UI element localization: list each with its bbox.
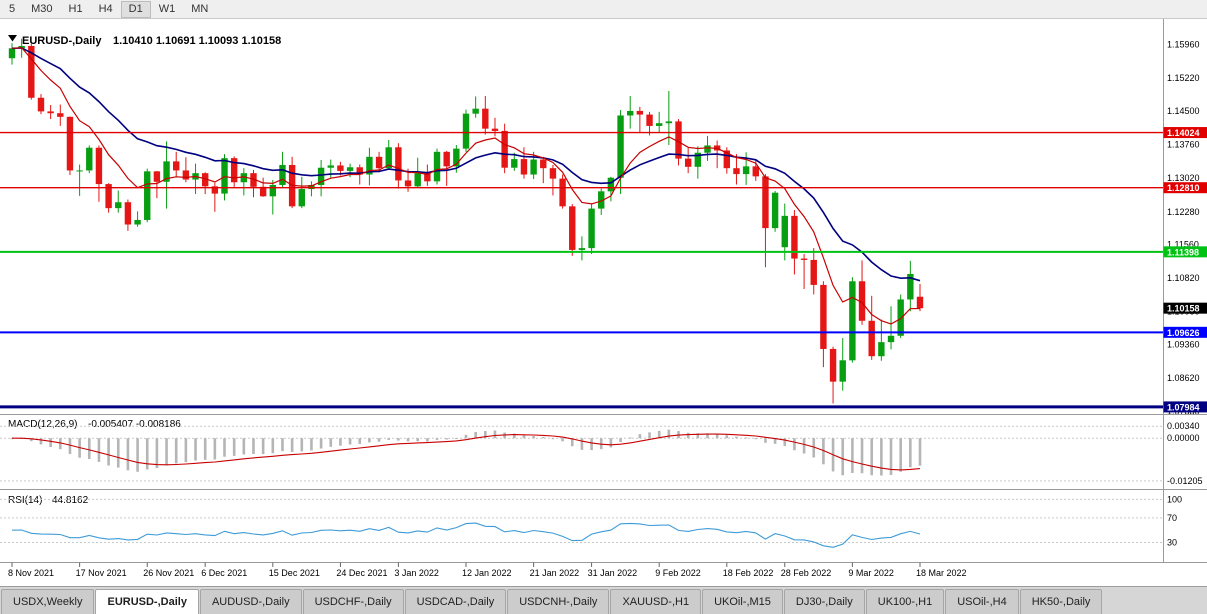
current-price-badge: 1.10158 — [1163, 302, 1207, 314]
chart-tab-usdcnh-daily[interactable]: USDCNH-,Daily — [507, 589, 610, 614]
macd-indicator-label: MACD(12,26,9) — [8, 419, 77, 430]
macd-axis-label: 0.00340 — [1167, 421, 1200, 431]
date-axis-label: 18 Mar 2022 — [916, 568, 967, 578]
price-axis-label: 1.08620 — [1167, 373, 1200, 383]
chart-tab-usdchf-daily[interactable]: USDCHF-,Daily — [302, 589, 404, 614]
chart-tab-xauusd-h1[interactable]: XAUUSD-,H1 — [610, 589, 702, 614]
date-axis-label: 31 Jan 2022 — [588, 568, 638, 578]
date-axis-label: 28 Feb 2022 — [781, 568, 832, 578]
date-axis[interactable]: 8 Nov 2021 17 Nov 2021 26 Nov 2021 6 Dec 20… — [8, 562, 967, 579]
chart-tab-usdx-weekly[interactable]: USDX,Weekly — [1, 589, 95, 614]
timeframe-button-m30[interactable]: M30 — [31, 2, 53, 15]
price-axis-label: 1.12280 — [1167, 207, 1200, 217]
chart-tab-usoil-h4[interactable]: USOil-,H4 — [945, 589, 1019, 614]
rsi-indicator-label: RSI(14) — [8, 495, 42, 506]
rsi-axis-label: 100 — [1167, 494, 1182, 504]
macd-indicator-values: -0.005407 -0.008186 — [88, 419, 181, 430]
chart-tab-ukoil-m15[interactable]: UKOil-,M15 — [702, 589, 783, 614]
svg-text:1.11398: 1.11398 — [1167, 247, 1199, 257]
rsi-axis-label: 70 — [1167, 513, 1177, 523]
chart-tab-eurusd-daily[interactable]: EURUSD-,Daily — [95, 589, 199, 614]
price-axis-label: 1.13760 — [1167, 140, 1200, 150]
price-axis-label: 1.13020 — [1167, 173, 1200, 183]
macd-panel[interactable]: 0.00340 0.00000 -0.01205 — [0, 421, 1203, 486]
chart-tab-audusd-daily[interactable]: AUDUSD-,Daily — [199, 589, 302, 614]
chart-tab-uk100-h1[interactable]: UK100-,H1 — [865, 589, 945, 614]
candles-layer — [8, 38, 924, 404]
timeframe-button-mn[interactable]: MN — [191, 2, 209, 15]
svg-text:1.14024: 1.14024 — [1167, 128, 1200, 138]
date-axis-label: 15 Dec 2021 — [269, 568, 320, 578]
svg-text:1.07984: 1.07984 — [1167, 402, 1200, 412]
date-axis-label: 24 Dec 2021 — [336, 568, 387, 578]
date-axis-label: 12 Jan 2022 — [462, 568, 512, 578]
price-badge-1.11398: 1.11398 — [1163, 246, 1207, 258]
chart-tab-dj30-daily[interactable]: DJ30-,Daily — [783, 589, 865, 614]
price-badge-1.07984: 1.07984 — [1163, 401, 1207, 413]
chart-menu-arrow-icon[interactable] — [8, 35, 17, 42]
timeframe-button-d1[interactable]: D1 — [120, 0, 151, 18]
timeframe-toolbar: 5 M30 H1 H4 D1 W1 MN — [0, 0, 1207, 19]
date-axis-label: 6 Dec 2021 — [201, 568, 247, 578]
main-price-panel[interactable] — [0, 38, 1163, 409]
svg-text:1.12810: 1.12810 — [1167, 183, 1200, 193]
price-badge-1.09626: 1.09626 — [1163, 326, 1207, 338]
price-axis-label: 1.10820 — [1167, 273, 1200, 283]
date-axis-label: 18 Feb 2022 — [723, 568, 774, 578]
svg-text:1.09626: 1.09626 — [1167, 328, 1200, 338]
macd-axis-label: 0.00000 — [1167, 433, 1200, 443]
date-axis-label: 9 Mar 2022 — [848, 568, 894, 578]
date-axis-label: 17 Nov 2021 — [76, 568, 127, 578]
price-axis-label: 1.14500 — [1167, 106, 1200, 116]
chart-ohlc-values: 1.10410 1.10691 1.10093 1.10158 — [113, 35, 281, 47]
chart-area[interactable]: EURUSD-,Daily 1.10410 1.10691 1.10093 1.… — [0, 19, 1207, 586]
macd-axis-label: -0.01205 — [1167, 476, 1203, 486]
price-badge-1.12810: 1.12810 — [1163, 182, 1207, 194]
timeframe-button-h1[interactable]: H1 — [68, 2, 83, 15]
date-axis-label: 26 Nov 2021 — [143, 568, 194, 578]
chart-symbol-label: EURUSD-,Daily — [22, 35, 102, 47]
rsi-axis-label: 30 — [1167, 538, 1177, 548]
moving-averages-layer — [11, 47, 921, 325]
timeframe-button-w1[interactable]: W1 — [158, 2, 176, 15]
date-axis-label: 8 Nov 2021 — [8, 568, 54, 578]
price-axis-label: 1.15220 — [1167, 73, 1200, 83]
chart-tab-usdcad-daily[interactable]: USDCAD-,Daily — [404, 589, 507, 614]
price-axis[interactable]: 1.15960 1.15220 1.14500 1.13760 1.13020 1.122… — [1163, 19, 1207, 563]
timeframe-button-h4[interactable]: H4 — [98, 2, 113, 15]
date-axis-label: 9 Feb 2022 — [655, 568, 701, 578]
price-axis-label: 1.15960 — [1167, 40, 1200, 50]
chart-tabs-bar: USDX,Weekly EURUSD-,Daily AUDUSD-,Daily USD… — [0, 586, 1207, 614]
chart-tab-hk50-daily[interactable]: HK50-,Daily — [1019, 589, 1103, 614]
date-axis-label: 21 Jan 2022 — [530, 568, 580, 578]
rsi-panel[interactable]: 100 70 30 — [0, 494, 1182, 548]
svg-text:1.10158: 1.10158 — [1167, 304, 1200, 314]
price-badge-1.14024: 1.14024 — [1163, 127, 1207, 139]
rsi-indicator-value: 44.8162 — [52, 495, 89, 506]
price-axis-label: 1.09360 — [1167, 339, 1200, 349]
price-axis-label: 1.11560 — [1167, 239, 1199, 249]
date-axis-label: 3 Jan 2022 — [394, 568, 439, 578]
timeframe-button-5[interactable]: 5 — [9, 2, 16, 15]
